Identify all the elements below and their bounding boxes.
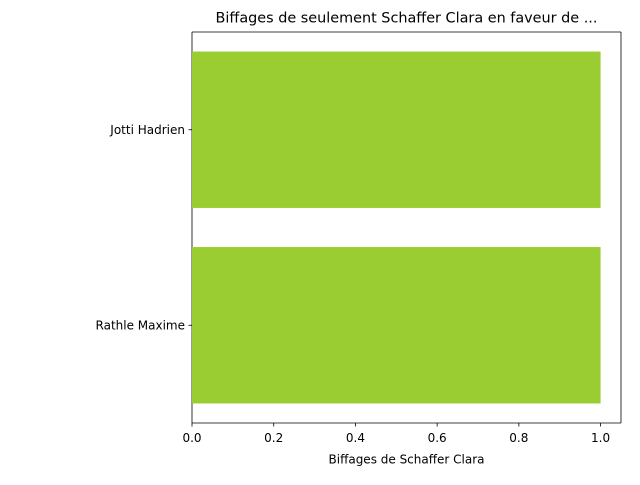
bar [192,51,601,208]
y-tick-label: Rathle Maxime [96,319,185,333]
x-axis-ticks: 0.0 0.2 0.4 0.6 0.8 1.0 [182,423,610,445]
x-tick-label: 0.4 [346,431,365,445]
x-tick-label: 0.0 [182,431,201,445]
y-tick-label: Jotti Hadrien [109,123,185,137]
x-tick-label: 0.2 [264,431,283,445]
x-tick-label: 1.0 [591,431,610,445]
x-axis-label: Biffages de Schaffer Clara [329,453,485,467]
bars [192,51,601,404]
y-axis-ticks: Jotti Hadrien Rathle Maxime [96,123,192,333]
x-tick-label: 0.8 [509,431,528,445]
chart-title: Biffages de seulement Schaffer Clara en … [216,11,598,27]
bar [192,247,601,404]
x-tick-label: 0.6 [428,431,447,445]
